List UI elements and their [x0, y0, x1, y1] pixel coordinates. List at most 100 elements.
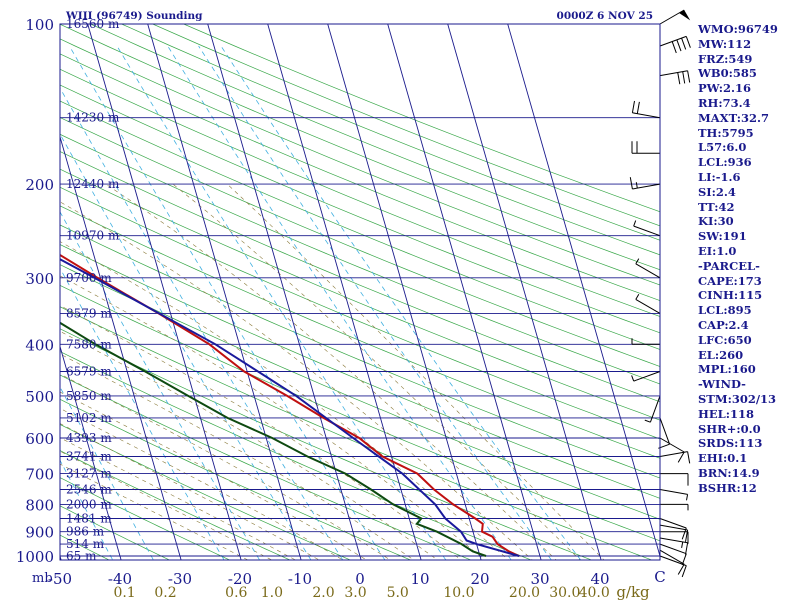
mixing-ratio-label: 30.0 — [549, 585, 580, 600]
wind-barb — [659, 518, 687, 540]
index-entry: TH:5795 — [698, 125, 754, 140]
height-label: 5850 m — [66, 389, 112, 403]
index-entry: CINH:115 — [698, 288, 763, 303]
index-entry: BSHR:12 — [698, 480, 757, 495]
mixing-ratio-line — [116, 45, 447, 560]
temperature-tick-label: 10 — [410, 570, 429, 588]
dry-adiabat — [60, 53, 660, 301]
dry-adiabat — [60, 351, 533, 560]
moist-adiabat — [60, 408, 344, 560]
pressure-tick-label: 500 — [25, 388, 54, 406]
moist-adiabat — [60, 450, 273, 560]
height-label: 7580 m — [66, 337, 112, 351]
moist-adiabat — [60, 330, 438, 560]
mixing-ratio-line — [60, 133, 312, 560]
isotherm — [147, 24, 302, 560]
isotherm — [0, 24, 3, 567]
index-entry: WB0:585 — [698, 66, 757, 81]
temperature-profile — [60, 253, 520, 557]
moist-adiabat — [105, 183, 557, 560]
index-entry: CAPE:173 — [698, 273, 762, 288]
height-label: 5102 m — [66, 411, 112, 425]
wind-barb — [631, 338, 660, 345]
isotherm — [87, 24, 242, 560]
height-label: 2546 m — [66, 483, 112, 497]
moist-adiabat — [60, 305, 462, 560]
moist-adiabat — [60, 391, 368, 560]
dry-adiabat — [60, 100, 660, 350]
wind-barb — [659, 35, 691, 54]
moist-adiabat — [60, 437, 297, 560]
wind-barb — [629, 177, 661, 190]
height-label: 10970 m — [66, 229, 120, 243]
dry-adiabat — [60, 284, 660, 542]
moist-adiabat — [227, 183, 605, 560]
isotherm — [207, 24, 362, 560]
index-entry: MPL:160 — [698, 362, 756, 377]
parcel-profile — [60, 258, 520, 557]
moist-adiabat — [60, 353, 415, 560]
mixing-ratio-line — [220, 45, 582, 560]
wind-barb — [635, 258, 661, 279]
height-label: 3741 m — [66, 450, 112, 464]
isotherm — [387, 24, 542, 560]
pressure-tick-label: 200 — [25, 176, 54, 194]
dry-adiabat — [60, 84, 660, 334]
dry-adiabat — [60, 168, 660, 421]
isotherm — [327, 24, 482, 560]
pressure-tick-label: 400 — [25, 336, 54, 354]
dry-adiabat — [60, 477, 231, 560]
moist-adiabat — [60, 373, 391, 560]
index-entry: STM:302/13 — [698, 391, 777, 406]
dry-adiabat — [90, 24, 660, 256]
index-entry: EI:1.0 — [698, 243, 737, 258]
temperature-tick-label: 0 — [355, 570, 365, 588]
mixing-ratio-label: 10.0 — [443, 585, 474, 600]
index-entry: -WIND- — [698, 377, 746, 392]
mixing-ratio-label: 0.2 — [154, 585, 176, 600]
dry-adiabat — [60, 398, 412, 560]
dry-adiabat — [60, 24, 660, 271]
dry-adiabat — [60, 224, 660, 479]
wind-barb — [660, 503, 689, 511]
wind-barb — [659, 437, 685, 463]
height-label: 65 m — [66, 549, 97, 563]
height-label: 8579 m — [66, 306, 112, 320]
index-entry: -PARCEL- — [698, 258, 760, 273]
wind-barb — [659, 543, 687, 566]
wind-barb — [631, 100, 661, 119]
temperature-tick-label: 40 — [590, 570, 609, 588]
mixing-ratio-line — [60, 386, 154, 560]
index-entry: SRDS:113 — [698, 436, 763, 451]
temperature-tick-label: -50 — [48, 570, 72, 588]
wind-barb — [660, 531, 689, 544]
mixing-ratio-unit-label: g/kg — [616, 583, 650, 600]
pressure-tick-label: 1000 — [16, 548, 54, 566]
dewpoint-profile — [60, 321, 487, 557]
dry-adiabat — [60, 424, 352, 560]
height-label: 6579 m — [66, 365, 112, 379]
temperature-tick-label: -20 — [228, 570, 252, 588]
height-label: 9700 m — [66, 271, 112, 285]
index-entry: LCL:936 — [698, 155, 752, 170]
dry-adiabat — [60, 151, 660, 403]
pressure-tick-label: 300 — [25, 270, 54, 288]
moist-adiabat — [60, 201, 533, 560]
temperature-unit-label: C — [654, 568, 665, 586]
mixing-ratio-label: 1.0 — [261, 585, 283, 600]
moist-adiabat — [60, 275, 486, 560]
mixing-ratio-label: 3.0 — [344, 585, 366, 600]
pressure-tick-label: 100 — [25, 16, 54, 34]
index-entry: LCL:895 — [698, 303, 752, 318]
wind-barb — [659, 451, 691, 464]
index-entry: KI:30 — [698, 214, 734, 229]
wind-barb — [659, 555, 687, 578]
index-entry: L57:6.0 — [698, 140, 747, 155]
isotherm — [447, 24, 602, 560]
dry-adiabat — [60, 117, 660, 367]
wind-barb — [659, 537, 689, 555]
height-label: 2000 m — [66, 497, 112, 511]
datetime-label: 0000Z 6 NOV 25 — [557, 10, 653, 22]
mixing-ratio-label: 20.0 — [509, 585, 540, 600]
